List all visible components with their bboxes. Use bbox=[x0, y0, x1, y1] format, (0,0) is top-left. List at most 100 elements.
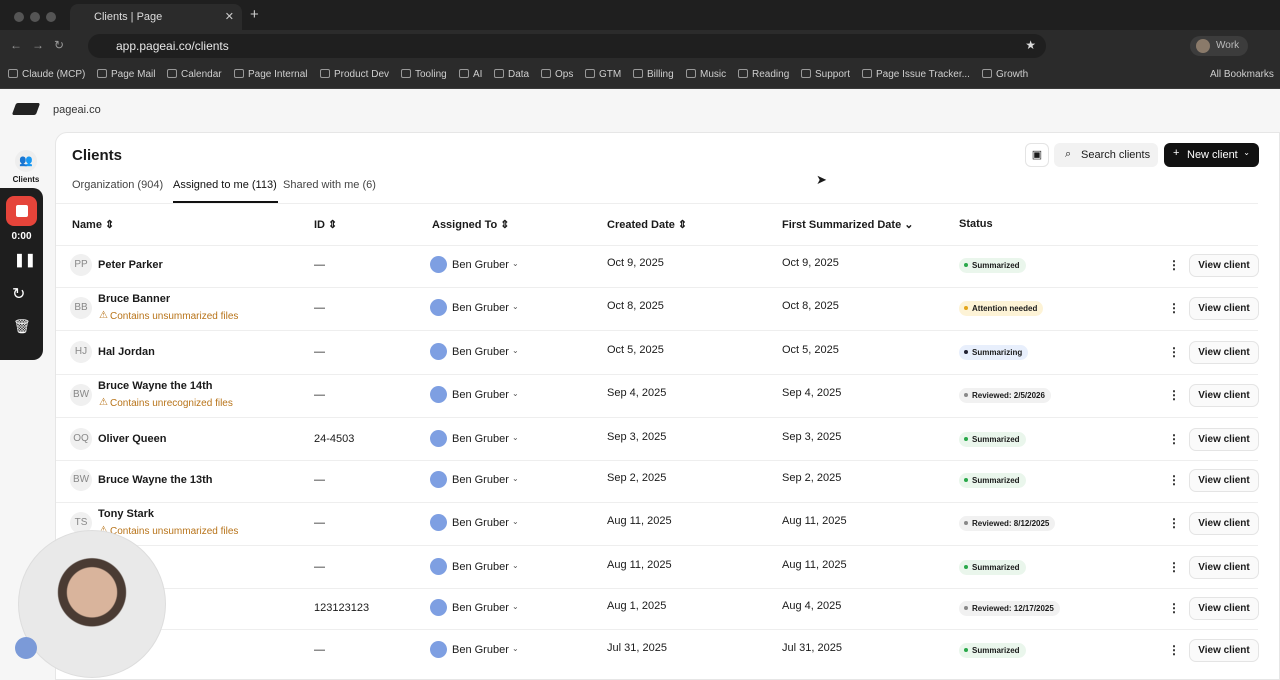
logo bbox=[11, 103, 41, 115]
column-header[interactable]: Assigned To ⇕ bbox=[432, 219, 510, 231]
status-badge: Summarized bbox=[959, 560, 1026, 575]
first-summarized-date: Oct 5, 2025 bbox=[782, 344, 839, 356]
bookmark[interactable]: Page Internal bbox=[248, 69, 308, 80]
assignee[interactable]: Ben Gruber bbox=[452, 259, 509, 271]
more-menu[interactable]: ⋮ bbox=[1168, 516, 1180, 530]
view-client-button[interactable]: View client bbox=[1189, 384, 1259, 407]
bookmark[interactable]: Data bbox=[508, 69, 530, 80]
view-client-button[interactable]: View client bbox=[1189, 254, 1259, 277]
initials-avatar: OQ bbox=[70, 428, 92, 450]
more-menu[interactable]: ⋮ bbox=[1168, 601, 1180, 615]
new-client-button[interactable]: + New client ⌄ bbox=[1164, 143, 1259, 167]
assignee[interactable]: Ben Gruber bbox=[452, 302, 509, 314]
pause-button[interactable]: ❚❚ bbox=[14, 252, 36, 267]
column-header[interactable]: Created Date ⇕ bbox=[607, 219, 688, 231]
active-tab-underline bbox=[173, 201, 278, 203]
bookmark[interactable]: Product Dev bbox=[334, 69, 390, 80]
assignee[interactable]: Ben Gruber bbox=[452, 389, 509, 401]
bookmark-icon bbox=[862, 69, 872, 78]
client-id: — bbox=[314, 561, 325, 573]
view-client-button[interactable]: View client bbox=[1189, 341, 1259, 364]
status-badge: Summarized bbox=[959, 258, 1026, 273]
assignee-avatar bbox=[430, 599, 447, 616]
status-dot bbox=[964, 263, 968, 267]
stop-button[interactable] bbox=[6, 196, 37, 226]
status-dot bbox=[964, 606, 968, 610]
client-name[interactable]: Bruce Banner bbox=[98, 293, 171, 305]
view-client-button[interactable]: View client bbox=[1189, 597, 1259, 620]
client-name[interactable]: Peter Parker bbox=[98, 259, 163, 271]
column-header[interactable]: Name ⇕ bbox=[72, 219, 115, 231]
assignee[interactable]: Ben Gruber bbox=[452, 561, 509, 573]
bookmark[interactable]: Tooling bbox=[415, 69, 447, 80]
status-badge: Reviewed: 2/5/2026 bbox=[959, 388, 1051, 403]
more-menu[interactable]: ⋮ bbox=[1168, 643, 1180, 657]
first-summarized-date: Aug 4, 2025 bbox=[782, 600, 842, 612]
assignee[interactable]: Ben Gruber bbox=[452, 602, 509, 614]
assignee[interactable]: Ben Gruber bbox=[452, 517, 509, 529]
bookmark[interactable]: Support bbox=[815, 69, 851, 80]
assignee[interactable]: Ben Gruber bbox=[452, 474, 509, 486]
view-client-button[interactable]: View client bbox=[1189, 512, 1259, 535]
nav-buttons[interactable]: ← → ↻ bbox=[10, 38, 65, 52]
browser-tab[interactable]: Clients | Page ✕ bbox=[70, 4, 242, 30]
more-menu[interactable]: ⋮ bbox=[1168, 258, 1180, 272]
bookmark[interactable]: Growth bbox=[996, 69, 1029, 80]
bookmark[interactable]: AI bbox=[473, 69, 483, 80]
restart-button[interactable]: ↻ bbox=[12, 286, 26, 303]
divider bbox=[56, 587, 1258, 589]
view-client-button[interactable]: View client bbox=[1189, 639, 1259, 662]
bookmark[interactable]: GTM bbox=[599, 69, 622, 80]
client-name[interactable]: Oliver Queen bbox=[98, 433, 167, 445]
more-menu[interactable]: ⋮ bbox=[1168, 473, 1180, 487]
warning-text: Contains unrecognized files bbox=[110, 398, 233, 409]
nav-clients[interactable]: 👥 Clients bbox=[8, 150, 44, 184]
url-field[interactable]: app.pageai.co/clients ★ bbox=[88, 34, 1046, 58]
assignee[interactable]: Ben Gruber bbox=[452, 644, 509, 656]
assignee-avatar bbox=[430, 343, 447, 360]
assignee[interactable]: Ben Gruber bbox=[452, 433, 509, 445]
divider bbox=[56, 545, 1258, 546]
bookmark[interactable]: Calendar bbox=[181, 69, 222, 80]
client-name[interactable]: Hal Jordan bbox=[98, 346, 155, 358]
bookmark[interactable]: Claude (MCP) bbox=[22, 69, 86, 80]
chevron: ⌄ bbox=[512, 259, 519, 268]
more-menu[interactable]: ⋮ bbox=[1168, 345, 1180, 359]
column-header[interactable]: ID ⇕ bbox=[314, 219, 338, 231]
bookmark[interactable]: Ops bbox=[555, 69, 574, 80]
client-name[interactable]: Bruce Wayne the 14th bbox=[98, 380, 213, 392]
more-menu[interactable]: ⋮ bbox=[1168, 301, 1180, 315]
bookmark[interactable]: Page Issue Tracker... bbox=[876, 69, 970, 80]
more-menu[interactable]: ⋮ bbox=[1168, 560, 1180, 574]
bookmark-icon bbox=[585, 69, 595, 78]
delete-button[interactable]: 🗑 bbox=[13, 318, 31, 334]
client-id: — bbox=[314, 346, 325, 358]
status-badge: Summarized bbox=[959, 473, 1026, 488]
view-client-button[interactable]: View client bbox=[1189, 297, 1259, 320]
all-bookmarks[interactable]: All Bookmarks bbox=[1210, 69, 1274, 80]
view-client-button[interactable]: View client bbox=[1189, 469, 1259, 492]
more-menu[interactable]: ⋮ bbox=[1168, 432, 1180, 446]
bookmark[interactable]: Page Mail bbox=[111, 69, 156, 80]
column-header[interactable]: First Summarized Date ⌄ bbox=[782, 219, 914, 231]
more-menu[interactable]: ⋮ bbox=[1168, 388, 1180, 402]
filter-tab[interactable]: Organization (904) bbox=[72, 179, 164, 191]
profile[interactable]: Work bbox=[1190, 36, 1248, 56]
filter-tab[interactable]: Shared with me (6) bbox=[283, 179, 376, 191]
filter-tab[interactable]: Assigned to me (113) bbox=[173, 179, 277, 191]
search-button[interactable]: ⌕ Search clients bbox=[1054, 143, 1158, 167]
assignee[interactable]: Ben Gruber bbox=[452, 346, 509, 358]
archive-button[interactable]: ▣ bbox=[1025, 143, 1049, 167]
bookmark-icon bbox=[320, 69, 330, 78]
view-client-button[interactable]: View client bbox=[1189, 428, 1259, 451]
bookmark[interactable]: Billing bbox=[647, 69, 674, 80]
client-id: — bbox=[314, 259, 325, 271]
bookmark[interactable]: Reading bbox=[752, 69, 790, 80]
bookmark[interactable]: Music bbox=[700, 69, 727, 80]
client-name[interactable]: Bruce Wayne the 13th bbox=[98, 474, 213, 486]
new-tab[interactable]: + bbox=[250, 6, 259, 23]
view-client-button[interactable]: View client bbox=[1189, 556, 1259, 579]
client-name[interactable]: Tony Stark bbox=[98, 508, 155, 520]
assignee-avatar bbox=[430, 558, 447, 575]
client-id: — bbox=[314, 474, 325, 486]
